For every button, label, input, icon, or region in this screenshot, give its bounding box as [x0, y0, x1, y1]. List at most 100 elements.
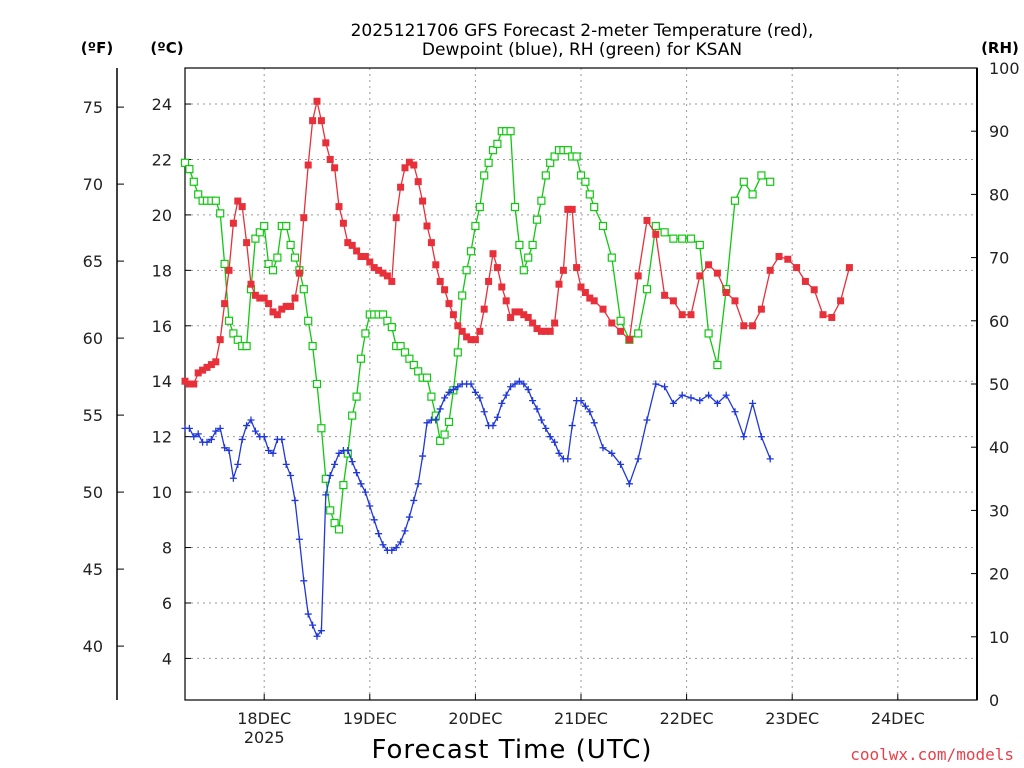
rh-point — [572, 152, 581, 161]
rh-point — [356, 354, 366, 363]
temperature-point — [652, 230, 660, 238]
temperature-point — [845, 264, 853, 272]
temperature-point — [722, 289, 730, 297]
temperature-point — [537, 327, 545, 335]
dewpoint-point — [643, 416, 651, 424]
temperature-point — [225, 266, 233, 274]
rh-point — [299, 285, 308, 294]
dewpoint-point — [190, 433, 198, 441]
rh-point — [334, 525, 344, 534]
dewpoint-point — [357, 480, 365, 488]
temperature-point — [586, 294, 594, 302]
dewpoint-point — [295, 535, 303, 543]
rh-point — [330, 518, 339, 528]
rh-point — [290, 253, 300, 262]
rh-point — [748, 190, 757, 199]
dewpoint-point — [194, 430, 202, 438]
temperature-point — [423, 222, 431, 230]
temperature-point — [234, 197, 242, 205]
dewpoint-point — [625, 480, 633, 488]
rh-point — [180, 158, 190, 167]
rh-point — [185, 165, 194, 174]
temperature-point — [625, 336, 633, 344]
temperature-point — [661, 291, 669, 299]
time-tick-label: 21DEC — [554, 709, 608, 728]
dewpoint-point — [529, 397, 537, 405]
dewpoint-point — [229, 474, 237, 482]
temperature-point — [463, 333, 471, 341]
rh-point — [524, 253, 533, 262]
dewpoint-point — [216, 424, 224, 432]
rh-point — [471, 221, 480, 231]
celsius-tick-label: 12 — [152, 428, 172, 447]
rh-point — [730, 196, 740, 205]
dewpoint-point — [331, 460, 339, 468]
dewpoint-point — [282, 460, 290, 468]
dewpoint-point — [265, 447, 273, 455]
temperature-point — [476, 327, 484, 335]
temperature-point — [696, 272, 704, 280]
dewpoint-point — [476, 394, 484, 402]
dewpoint-point — [370, 516, 378, 524]
temperature-point — [590, 297, 598, 305]
celsius-tick-label: 20 — [152, 206, 172, 225]
series-layer — [180, 97, 853, 640]
rh-point — [515, 240, 524, 250]
temperature-point — [405, 158, 413, 166]
rh-axis: 0 10 20 30 40 50 60 70 80 90 100 — [971, 59, 1020, 710]
dewpoint-point — [757, 433, 765, 441]
dewpoint-point — [414, 480, 422, 488]
dewpoint-point — [304, 610, 312, 618]
rh-point — [462, 266, 471, 275]
dewpoint-point — [207, 435, 215, 443]
dewpoint-point — [278, 435, 286, 443]
dewpoint-point — [361, 488, 369, 496]
dewpoint-point — [397, 538, 405, 546]
temperature-point — [617, 327, 625, 335]
temperature-point — [577, 283, 585, 291]
rh-tick-label: 90 — [989, 122, 1009, 141]
temperature-point — [221, 300, 229, 308]
dewpoint-point — [225, 447, 233, 455]
celsius-tick-label: 8 — [162, 539, 172, 558]
temperature-point — [555, 280, 563, 288]
dewpoint-point — [537, 416, 545, 424]
rh-point — [282, 221, 291, 231]
dewpoint-point — [608, 449, 616, 457]
temperature-point — [515, 308, 523, 316]
rh-point — [409, 360, 418, 370]
dewpoint-point — [749, 399, 757, 407]
rh-point — [488, 146, 498, 155]
rh-tick-label: 80 — [989, 185, 1009, 204]
dewpoint-point — [713, 399, 721, 407]
temperature-point — [467, 336, 475, 344]
rh-point — [695, 240, 704, 250]
time-tick-label: 18DEC — [237, 709, 291, 728]
dewpoint-point — [243, 422, 251, 430]
time-tick-label: 23DEC — [765, 709, 819, 728]
temperature-point — [375, 266, 383, 274]
temperature-point — [634, 272, 642, 280]
rh-point — [642, 285, 652, 294]
dewpoint-point — [348, 458, 356, 466]
time-tick-label: 20DEC — [448, 709, 502, 728]
celsius-tick-label: 6 — [162, 594, 172, 613]
dewpoint-point — [405, 513, 413, 521]
temperature-point — [480, 305, 488, 313]
rh-point — [713, 360, 722, 370]
temperature-point — [339, 219, 347, 227]
temperature-point — [731, 297, 739, 305]
dewpoint-point — [493, 413, 501, 421]
temperature-point — [581, 289, 589, 297]
temperature-point — [361, 252, 369, 260]
dewpoint-point — [436, 405, 444, 413]
temperature-point — [608, 319, 616, 327]
celsius-unit-label: (ºC) — [150, 39, 183, 57]
rh-point — [339, 481, 348, 490]
fahrenheit-tick-label: 40 — [83, 637, 103, 656]
dewpoint-point — [291, 496, 299, 504]
dewpoint-series — [181, 377, 774, 640]
rh-point — [484, 158, 493, 167]
rh-point — [766, 177, 775, 186]
